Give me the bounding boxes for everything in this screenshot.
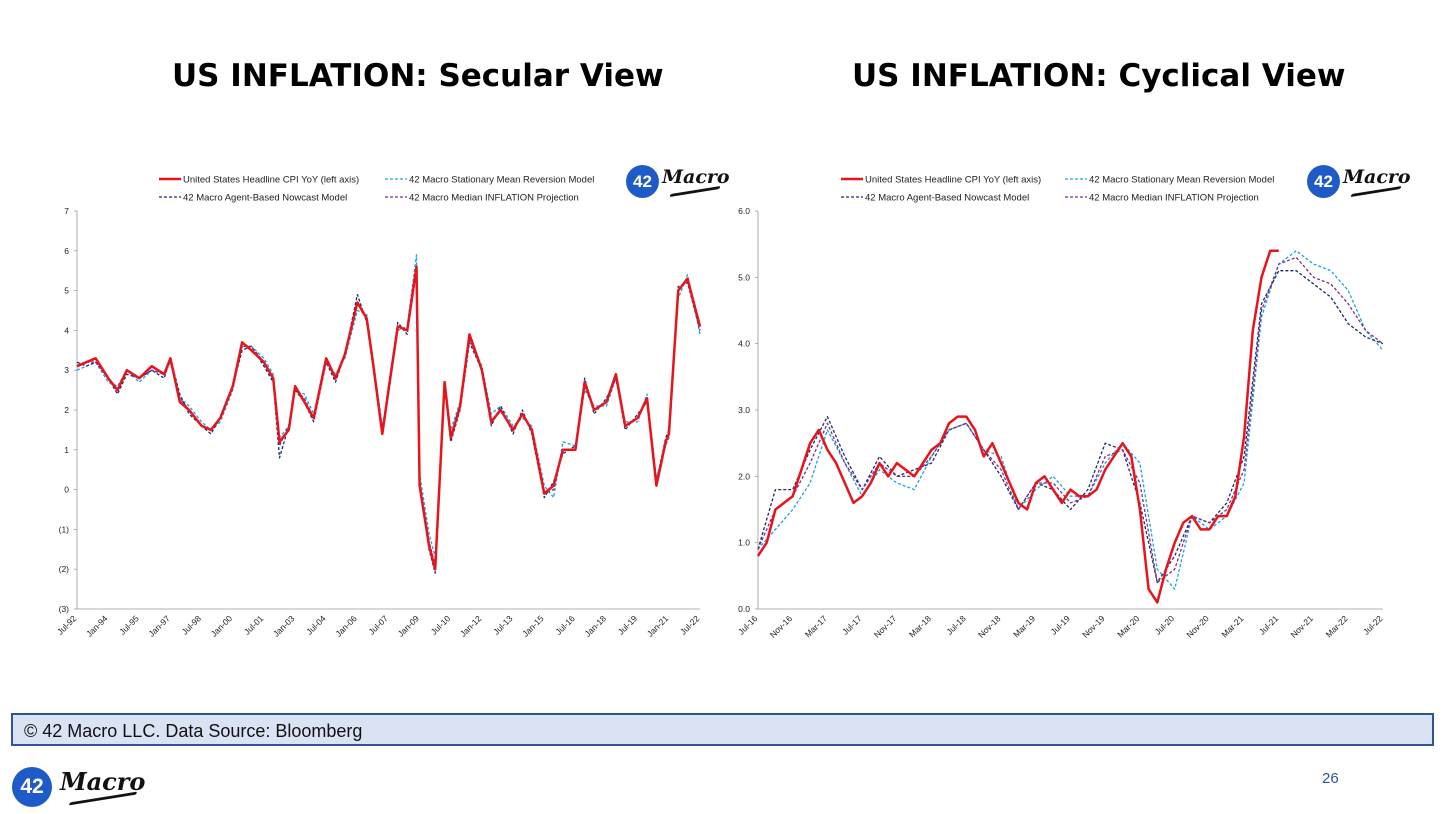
x-tick-label: Nov-18 (976, 613, 1003, 640)
footer-logo: 42 Macro (12, 765, 152, 809)
x-tick-label: Jan-15 (520, 613, 546, 639)
chart-logo-left: 42 Macro (626, 164, 730, 200)
x-tick-label: Jul-92 (55, 613, 79, 637)
x-tick-label: Mar-22 (1324, 613, 1350, 639)
x-tick-label: Jul-20 (1153, 613, 1177, 637)
chart-title-secular: US INFLATION: Secular View (172, 58, 664, 94)
source-footer: © 42 Macro LLC. Data Source: Bloomberg (11, 713, 1434, 746)
y-tick-label: 0.0 (738, 604, 750, 614)
y-tick-label: (1) (59, 524, 70, 534)
x-tick-label: Jan-06 (333, 613, 359, 639)
chart-logo-right: 42 Macro (1307, 164, 1411, 200)
y-tick-label: (2) (59, 564, 70, 574)
series-line (76, 270, 701, 574)
x-tick-label: Jul-22 (678, 613, 702, 637)
legend-label: United States Headline CPI YoY (left axi… (865, 175, 1041, 186)
y-tick-label: 0 (64, 485, 69, 495)
y-tick-label: 5.0 (738, 272, 750, 282)
x-tick-label: Jul-10 (429, 613, 453, 637)
x-tick-label: Jan-12 (458, 613, 484, 639)
x-tick-label: Jul-04 (304, 613, 328, 637)
x-tick-label: Jan-03 (271, 613, 297, 639)
x-tick-label: Jan-18 (583, 613, 609, 639)
logo-circle-icon: 42 (626, 165, 659, 198)
y-tick-label: 4.0 (738, 339, 750, 349)
y-tick-label: 3.0 (738, 405, 750, 415)
x-tick-label: Mar-17 (803, 613, 829, 639)
legend-label: 42 Macro Stationary Mean Reversion Model (1089, 175, 1274, 186)
x-tick-label: Mar-18 (907, 613, 933, 639)
x-tick-label: Mar-21 (1219, 613, 1245, 639)
logo-circle-icon: 42 (12, 767, 52, 807)
x-tick-label: Jul-01 (242, 613, 266, 637)
logo-wordmark: Macro (1343, 166, 1411, 188)
x-tick-label: Nov-20 (1184, 613, 1211, 640)
y-tick-label: 5 (64, 286, 69, 296)
y-tick-label: 6 (64, 246, 69, 256)
y-tick-label: 1.0 (738, 538, 750, 548)
chart-title-cyclical: US INFLATION: Cyclical View (852, 58, 1346, 94)
y-tick-label: 2 (64, 405, 69, 415)
x-tick-label: Jan-00 (209, 613, 235, 639)
y-tick-label: (3) (59, 604, 70, 614)
source-text: © 42 Macro LLC. Data Source: Bloomberg (24, 721, 363, 741)
y-tick-label: 2.0 (738, 471, 750, 481)
legend-label: United States Headline CPI YoY (left axi… (183, 175, 359, 186)
y-tick-label: 4 (64, 325, 69, 335)
series-line (756, 249, 1279, 604)
x-tick-label: Jul-19 (616, 613, 640, 637)
x-tick-label: Nov-17 (872, 613, 899, 640)
series-line (76, 265, 702, 571)
series-line (76, 254, 701, 558)
cyclical-inflation-chart: United States Headline CPI YoY (left axi… (736, 175, 1385, 640)
x-tick-label: Jul-13 (491, 613, 515, 637)
series-line (757, 270, 1384, 584)
x-tick-label: Jul-18 (944, 613, 968, 637)
legend-label: 42 Macro Agent-Based Nowcast Model (865, 193, 1029, 204)
x-tick-label: Jul-22 (1361, 613, 1385, 637)
legend-label: 42 Macro Median INFLATION Projection (409, 193, 579, 204)
legend-label: 42 Macro Median INFLATION Projection (1089, 193, 1259, 204)
y-tick-label: 3 (64, 365, 69, 375)
x-tick-label: Jul-95 (117, 613, 141, 637)
x-tick-label: Jul-16 (553, 613, 577, 637)
x-tick-label: Jan-21 (645, 613, 671, 639)
logo-wordmark: Macro (662, 166, 730, 188)
y-tick-label: 6.0 (738, 206, 750, 216)
x-tick-label: Jan-94 (84, 613, 110, 639)
series-line (757, 250, 1384, 590)
x-tick-label: Nov-16 (768, 613, 795, 640)
x-tick-label: Mar-20 (1115, 613, 1141, 639)
series-line (76, 266, 701, 566)
logo-circle-icon: 42 (1307, 165, 1340, 198)
y-tick-label: 7 (64, 206, 69, 216)
y-tick-label: 1 (64, 445, 69, 455)
legend-label: 42 Macro Agent-Based Nowcast Model (183, 193, 347, 204)
x-tick-label: Jul-17 (840, 613, 864, 637)
x-tick-label: Jul-07 (366, 613, 390, 637)
x-tick-label: Jan-97 (146, 613, 172, 639)
x-tick-label: Nov-19 (1080, 613, 1107, 640)
x-tick-label: Jan-09 (396, 613, 422, 639)
secular-inflation-chart: United States Headline CPI YoY (left axi… (55, 175, 702, 639)
series-line (757, 256, 1384, 584)
legend-label: 42 Macro Stationary Mean Reversion Model (409, 175, 594, 186)
x-tick-label: Mar-19 (1011, 613, 1037, 639)
x-tick-label: Jul-98 (180, 613, 204, 637)
page-number: 26 (1322, 770, 1339, 787)
x-tick-label: Jul-16 (736, 613, 760, 637)
x-tick-label: Jul-19 (1048, 613, 1072, 637)
x-tick-label: Jul-21 (1257, 613, 1281, 637)
logo-wordmark: Macro (60, 767, 146, 796)
x-tick-label: Nov-21 (1289, 613, 1316, 640)
